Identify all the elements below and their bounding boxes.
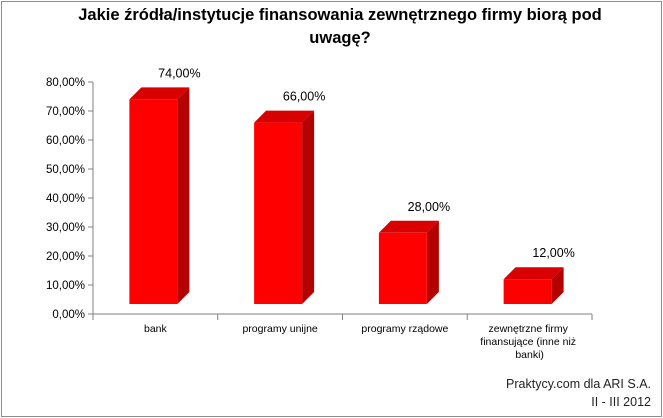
- bar-top: [378, 220, 439, 233]
- bar: [254, 122, 303, 304]
- bar-top: [254, 110, 315, 123]
- x-tick-label: bank: [144, 323, 168, 335]
- bar-side: [426, 220, 439, 304]
- x-tick-label: zewnętrzne firmy finansujące (inne niż b…: [480, 323, 579, 361]
- y-tick-label: 50,00%: [46, 164, 85, 176]
- data-label: 66,00%: [283, 90, 325, 104]
- bar: [503, 279, 552, 304]
- source-credit: Praktycy.com dla ARI S.A.: [506, 377, 651, 391]
- y-tick-label: 10,00%: [46, 280, 85, 292]
- x-tick-label: programy unijne: [242, 323, 317, 335]
- y-tick-label: 40,00%: [46, 193, 85, 205]
- bar-side: [551, 267, 564, 304]
- bar-side: [302, 110, 315, 304]
- chart-title: Jakie źródła/instytucje finansowania zew…: [78, 6, 602, 47]
- data-label: 12,00%: [532, 246, 574, 260]
- data-label: 74,00%: [158, 66, 200, 80]
- bar: [378, 232, 427, 304]
- y-tick-label: 80,00%: [46, 77, 85, 89]
- bar-side: [177, 87, 190, 305]
- bar-top: [503, 267, 564, 280]
- source-date: II - III 2012: [591, 395, 651, 409]
- y-tick-label: 20,00%: [46, 251, 85, 263]
- y-tick-label: 0,00%: [52, 309, 85, 321]
- bar: [129, 99, 178, 305]
- bar-top: [129, 87, 190, 100]
- x-tick-label: programy rządowe: [361, 323, 448, 335]
- y-tick-label: 30,00%: [46, 222, 85, 234]
- y-tick-label: 60,00%: [46, 135, 85, 147]
- data-label: 28,00%: [408, 200, 450, 214]
- y-tick-label: 70,00%: [46, 106, 85, 118]
